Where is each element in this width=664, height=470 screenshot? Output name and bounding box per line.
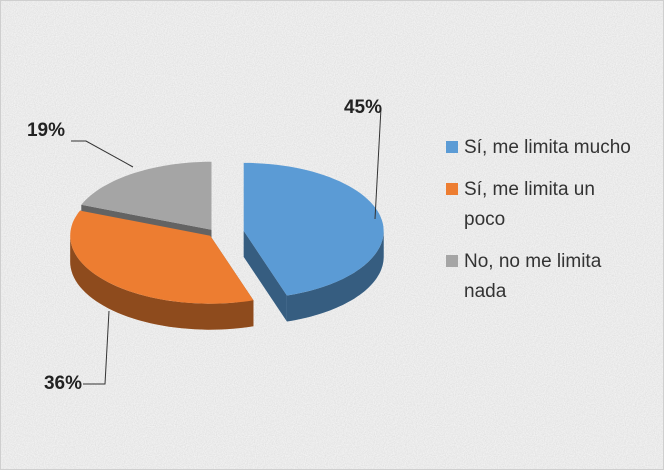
legend-label: No, no me limita nada	[464, 251, 602, 302]
legend-item: Sí, me limita un poco	[446, 175, 646, 235]
legend-swatch	[446, 255, 458, 267]
data-label: 36%	[44, 373, 82, 394]
slice-side	[286, 230, 384, 322]
legend-swatch	[446, 183, 458, 195]
slice-side	[70, 235, 254, 330]
slice	[81, 161, 212, 230]
leader-line	[83, 310, 110, 385]
slice-side-shade	[286, 230, 384, 322]
legend: Sí, me limita mucho Sí, me limita un poco…	[446, 133, 646, 319]
legend-swatch	[446, 141, 458, 153]
slice	[243, 162, 384, 296]
legend-label: Sí, me limita un poco	[464, 179, 595, 230]
slice-wall-shade	[243, 230, 287, 322]
data-label: 45%	[344, 97, 382, 118]
pie: 45% 36% 19%	[27, 97, 384, 394]
legend-item: Sí, me limita mucho	[446, 133, 646, 163]
data-label: 19%	[27, 120, 65, 141]
legend-item: No, no me limita nada	[446, 247, 646, 307]
legend-label: Sí, me limita mucho	[464, 137, 631, 158]
leader-line	[71, 140, 134, 168]
leader-line	[374, 107, 382, 220]
slice-side-shade	[70, 235, 254, 330]
slice-wall	[243, 230, 287, 322]
slice	[70, 210, 254, 304]
